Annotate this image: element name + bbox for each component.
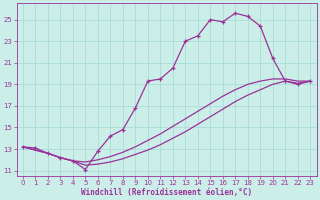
X-axis label: Windchill (Refroidissement éolien,°C): Windchill (Refroidissement éolien,°C) — [81, 188, 252, 197]
